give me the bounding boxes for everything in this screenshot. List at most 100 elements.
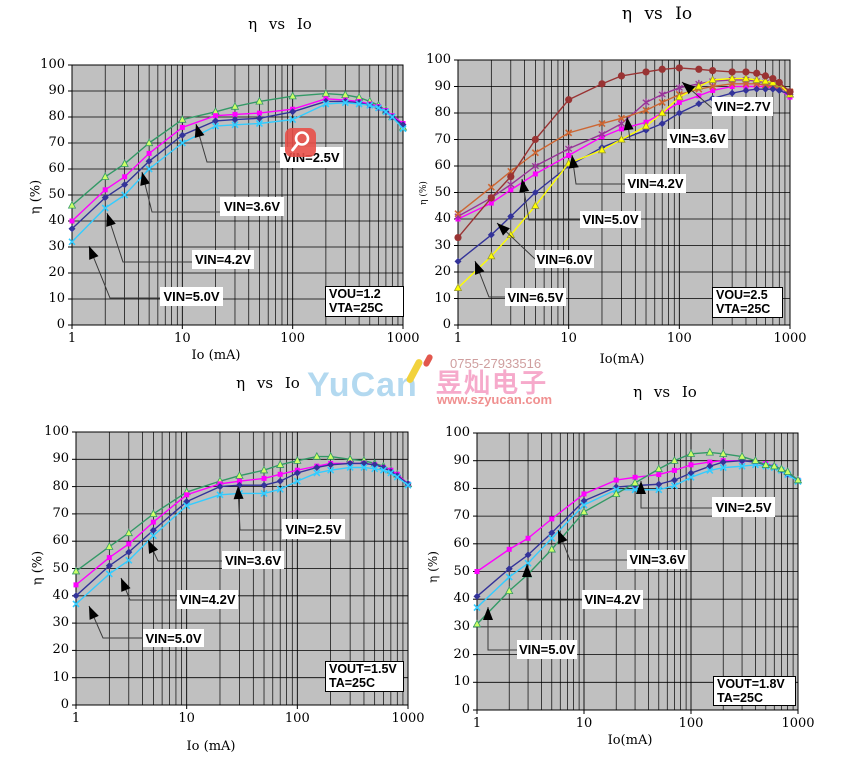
callout-arrowhead-icon <box>558 530 568 544</box>
marker-circle <box>769 74 777 83</box>
marker-triangle <box>737 451 747 460</box>
marker-diamond <box>487 231 495 239</box>
marker-triangle <box>579 507 589 516</box>
marker-square <box>549 516 555 522</box>
marker-square <box>525 535 531 541</box>
marker-x <box>231 121 239 129</box>
marker-triangle <box>708 75 717 83</box>
marker-diamond <box>105 562 113 570</box>
marker-triangle <box>547 544 556 553</box>
y-tick-label: 0 <box>461 702 470 717</box>
y-tick-label: 60 <box>52 533 69 549</box>
y-tick-label: 70 <box>434 131 451 147</box>
chart-title-top-right: η vs Io <box>621 4 693 24</box>
marker-diamond <box>524 551 532 559</box>
callout-leader-line <box>195 123 280 163</box>
zoom-magnifier-icon[interactable] <box>285 128 316 157</box>
marker-triangle <box>101 172 110 180</box>
vin-callout-label: VIN=4.2V <box>192 250 254 269</box>
y-axis-label-top-right: η (%) <box>419 181 429 205</box>
marker-square <box>743 84 749 89</box>
marker-square <box>506 546 512 552</box>
marker-square <box>688 462 694 468</box>
marker-diamond <box>675 109 683 117</box>
marker-x <box>387 469 395 477</box>
callout-leader-line <box>88 245 160 299</box>
marker-diamond <box>761 85 769 93</box>
marker-star <box>598 130 606 139</box>
callout-arrowhead-icon <box>636 481 646 494</box>
marker-x <box>121 191 129 199</box>
y-tick-label: 90 <box>48 83 65 98</box>
marker-x <box>728 80 736 88</box>
x-tick-label: 100 <box>280 331 306 346</box>
marker-triangle <box>751 456 760 464</box>
marker-square <box>277 471 283 477</box>
marker-triangle <box>686 449 696 457</box>
marker-square <box>122 174 128 180</box>
marker-x <box>473 603 481 612</box>
marker-circle <box>709 67 717 75</box>
marker-triangle <box>230 101 240 110</box>
x-tick-label: 10 <box>575 716 593 731</box>
callout-arrowhead-icon <box>519 179 530 193</box>
marker-triangle <box>630 478 640 486</box>
y-tick-label: 80 <box>52 478 69 494</box>
marker-x <box>565 129 573 137</box>
marker-triangle <box>259 465 269 474</box>
vin-callout-label: VIN=2.7V <box>712 97 773 116</box>
marker-triangle <box>67 200 77 209</box>
marker-triangle <box>675 92 684 101</box>
y-axis-label-bottom-left: η (%) <box>30 550 46 586</box>
conditions-note-line: TA=25C <box>717 691 763 705</box>
marker-diamond <box>289 108 297 116</box>
marker-x <box>360 463 368 472</box>
callout-leader-line <box>141 171 220 213</box>
marker-x <box>580 501 588 509</box>
callout-arrowhead-icon <box>233 486 244 500</box>
marker-square <box>73 582 79 588</box>
marker-circle <box>454 233 462 242</box>
marker-triangle <box>793 475 803 484</box>
vin-callout-label: VIN=2.5V <box>282 519 345 539</box>
x-axis-label-top-left: Io (mA) <box>191 348 241 363</box>
marker-diamond <box>670 476 678 484</box>
marker-x <box>548 534 556 542</box>
marker-x <box>399 125 407 133</box>
marker-diamond <box>507 212 515 220</box>
vin-callout-label: VIN=3.6V <box>627 550 688 569</box>
marker-triangle <box>144 138 154 147</box>
marker-star <box>507 180 515 189</box>
marker-circle <box>675 64 683 72</box>
vin-callout-label: VIN=4.2V <box>582 590 643 609</box>
x-tick-label: 100 <box>678 716 704 731</box>
marker-triangle <box>276 460 285 468</box>
marker-circle <box>695 65 703 73</box>
y-tick-label: 40 <box>48 213 65 228</box>
marker-x <box>341 99 349 107</box>
callout-arrowhead-icon <box>89 246 99 260</box>
y-tick-label: 90 <box>52 451 69 467</box>
marker-x <box>255 119 264 128</box>
marker-square <box>632 474 638 480</box>
marker-diamond <box>505 565 513 573</box>
callout-arrowhead-icon <box>121 578 131 592</box>
marker-circle <box>775 78 783 87</box>
marker-x <box>706 466 714 474</box>
marker-x <box>125 556 133 564</box>
marker-square <box>213 113 219 119</box>
marker-diamond <box>145 157 153 165</box>
marker-diamond <box>742 86 750 94</box>
marker-diamond <box>231 116 239 124</box>
marker-square <box>474 569 480 574</box>
marker-triangle <box>783 467 792 475</box>
marker-diamond <box>255 114 263 122</box>
chart-title-top-left: η vs Io <box>248 15 312 33</box>
marker-diamond <box>178 131 186 139</box>
marker-circle <box>531 135 539 144</box>
marker-triangle <box>719 449 728 457</box>
marker-triangle <box>641 121 651 130</box>
y-axis-label-top-left: η (%) <box>28 179 44 215</box>
